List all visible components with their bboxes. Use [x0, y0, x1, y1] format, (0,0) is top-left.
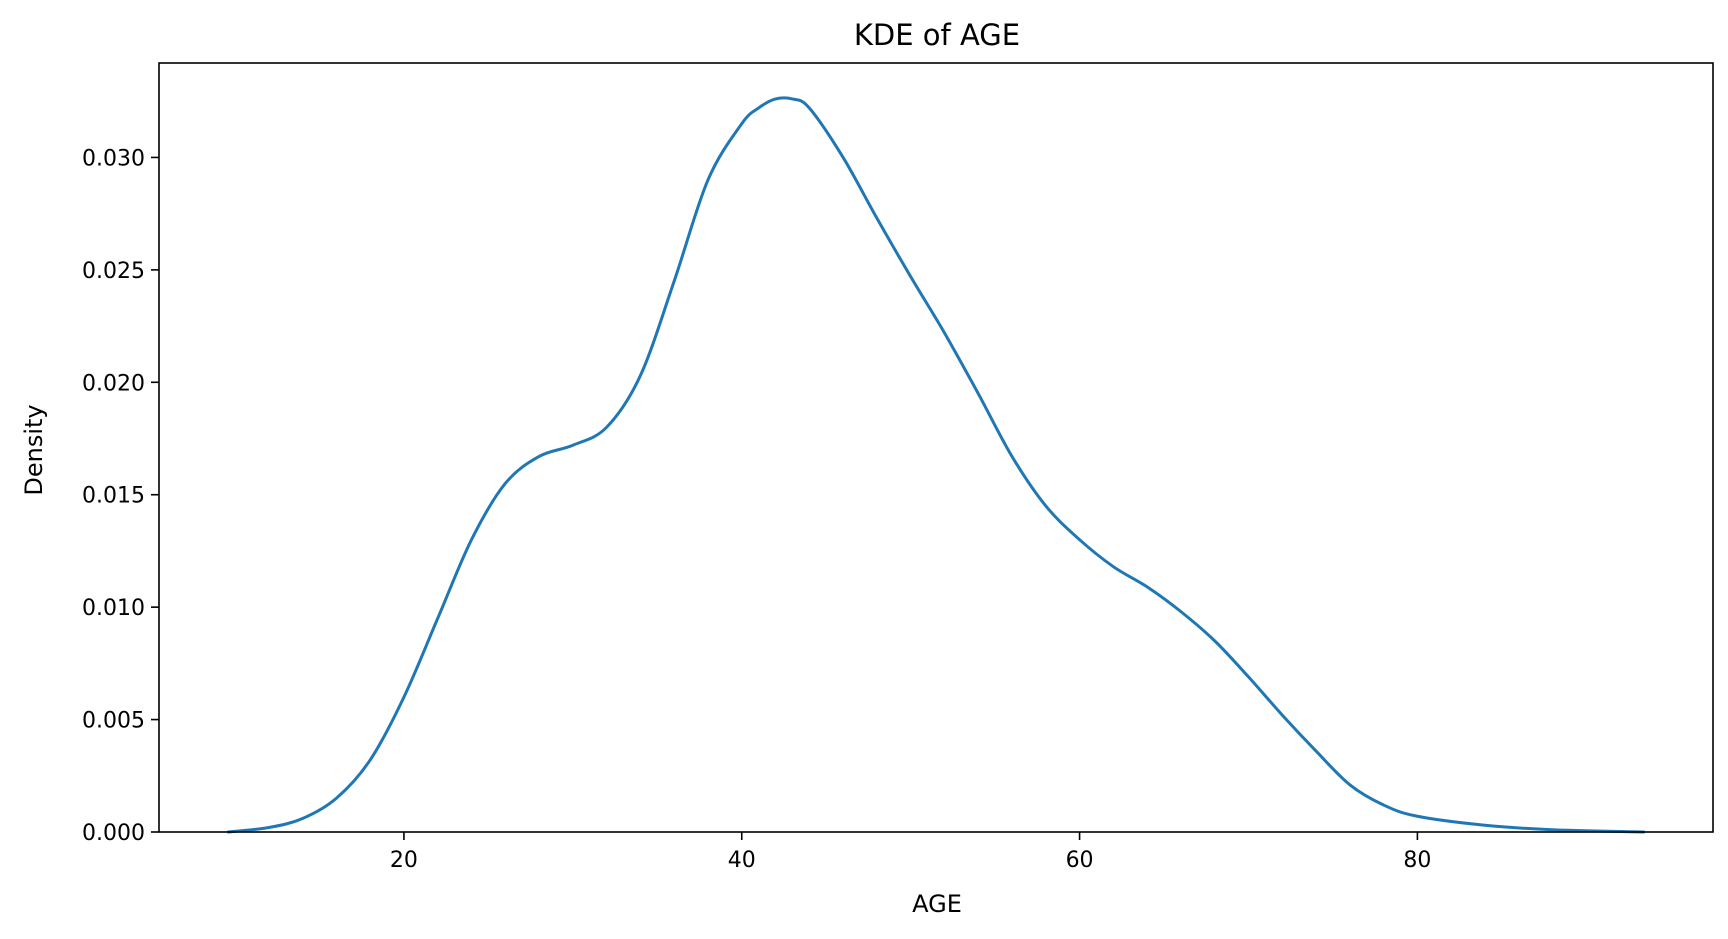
chart-title: KDE of AGE: [854, 18, 1020, 52]
x-axis-label: AGE: [912, 890, 962, 918]
x-tick-label: 40: [728, 848, 756, 873]
y-tick-label: 0.030: [82, 146, 145, 171]
y-tick-label: 0.010: [82, 596, 145, 621]
y-tick-label: 0.000: [82, 821, 145, 846]
axes-frame: [158, 62, 1714, 833]
y-tick-label: 0.025: [82, 259, 145, 284]
x-axis-ticks: 20 40 60 80: [390, 832, 1431, 873]
y-tick-label: 0.005: [82, 709, 145, 734]
plot-area: [226, 96, 1646, 834]
y-tick-label: 0.020: [82, 371, 145, 396]
x-tick-label: 20: [390, 848, 418, 873]
x-tick-label: 60: [1066, 848, 1094, 873]
kde-series-line: [226, 96, 1646, 834]
x-tick-label: 80: [1403, 848, 1431, 873]
y-tick-label: 0.015: [82, 484, 145, 509]
y-axis-ticks: 0.000 0.005 0.010 0.015 0.020 0.025 0.030: [82, 146, 159, 846]
y-axis-label: Density: [20, 404, 48, 495]
